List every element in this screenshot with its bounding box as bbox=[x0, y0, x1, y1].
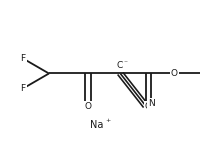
Text: C: C bbox=[116, 61, 122, 70]
Text: F: F bbox=[20, 54, 26, 63]
Text: O: O bbox=[171, 69, 178, 78]
Text: Na: Na bbox=[90, 120, 103, 130]
Text: +: + bbox=[105, 118, 110, 123]
Text: F: F bbox=[20, 84, 26, 93]
Text: N: N bbox=[148, 99, 155, 108]
Text: O: O bbox=[84, 102, 91, 111]
Text: O: O bbox=[145, 102, 152, 111]
Text: ⁻: ⁻ bbox=[124, 58, 128, 67]
